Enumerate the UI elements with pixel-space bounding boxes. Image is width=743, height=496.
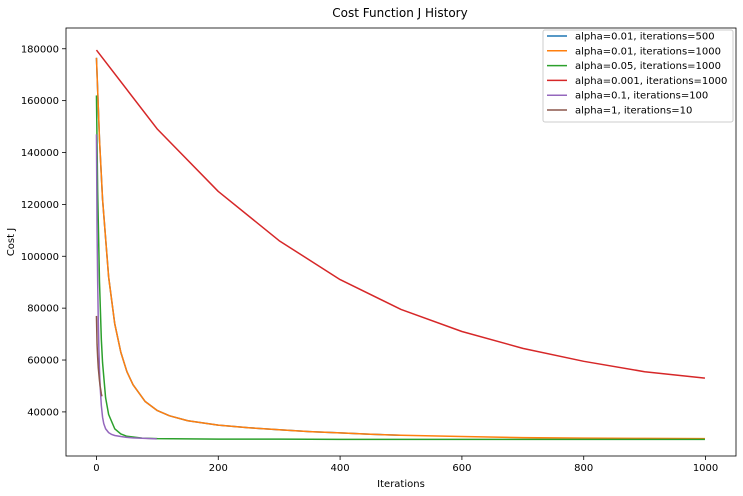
y-axis: 40000 60000 80000 100000 120000 140000 160000 1… [21, 44, 66, 418]
y-tick-label: 60000 [27, 356, 59, 367]
legend-label-2: alpha=0.05, iterations=1000 [575, 61, 721, 72]
x-tick-label: 0 [93, 463, 99, 474]
x-tick-label: 200 [209, 463, 228, 474]
series-line-0 [95, 57, 401, 436]
series-line-3 [95, 49, 706, 379]
x-axis-title: Iterations [377, 479, 425, 490]
legend-label-5: alpha=1, iterations=10 [575, 106, 692, 117]
series-line-2 [95, 95, 705, 441]
series-line-1 [95, 57, 705, 440]
legend-label-0: alpha=0.01, iterations=500 [575, 32, 715, 43]
legend-label-4: alpha=0.1, iterations=100 [575, 91, 708, 102]
y-tick-label: 180000 [21, 44, 59, 55]
legend-box [542, 29, 734, 123]
x-axis: 0 200 400 600 800 1000 [93, 456, 718, 474]
y-tick-label: 140000 [21, 148, 59, 159]
y-tick-label: 80000 [27, 304, 59, 315]
x-tick-label: 600 [452, 463, 471, 474]
plot-frame [65, 27, 737, 457]
legend-label-1: alpha=0.01, iterations=1000 [575, 46, 721, 57]
x-tick-label: 1000 [693, 463, 718, 474]
y-tick-label: 160000 [21, 96, 59, 107]
series-layer [95, 49, 706, 441]
series-line-5 [95, 315, 103, 397]
x-tick-label: 800 [574, 463, 593, 474]
legend: alpha=0.01, iterations=500 alpha=0.01, it… [542, 29, 734, 123]
y-tick-label: 100000 [21, 252, 59, 263]
legend-label-3: alpha=0.001, iterations=1000 [575, 76, 727, 87]
chart-title: Cost Function J History [332, 6, 467, 20]
x-tick-label: 400 [331, 463, 350, 474]
series-line-4 [95, 134, 157, 440]
y-tick-label: 120000 [21, 200, 59, 211]
y-tick-label: 40000 [27, 407, 59, 418]
y-axis-title: Cost J [6, 228, 17, 256]
